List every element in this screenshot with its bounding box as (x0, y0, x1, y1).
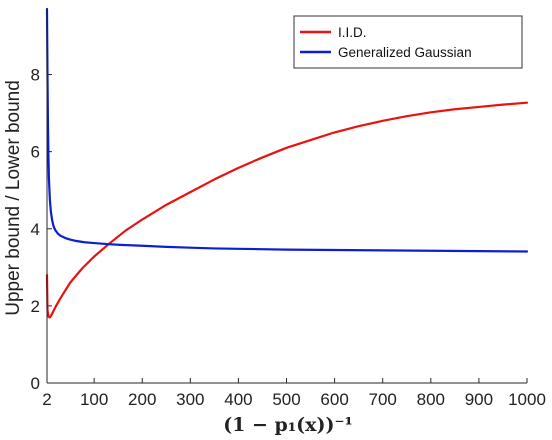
x-tick-label: 800 (417, 390, 445, 409)
y-tick-label: 2 (31, 297, 40, 316)
x-axis-label: (1 − p₁(x))⁻¹ (223, 414, 353, 436)
x-tick-label: 500 (272, 390, 300, 409)
x-tick-label: 2 (42, 390, 51, 409)
legend-box (293, 15, 523, 69)
x-tick-label: 400 (224, 390, 252, 409)
x-tick-label: 100 (80, 390, 108, 409)
series-line-i-i-d (45, 101, 529, 319)
series-layer (45, 7, 529, 319)
legend: I.I.D. Generalized Gaussian (293, 15, 523, 69)
x-tick-label: 900 (465, 390, 493, 409)
x-tick-label: 200 (128, 390, 156, 409)
legend-label-generalized-gaussian: Generalized Gaussian (338, 45, 472, 60)
axes-layer (46, 9, 528, 384)
y-tick-label: 4 (31, 220, 40, 239)
y-tick-label: 0 (31, 374, 40, 393)
x-tick-label: 700 (369, 390, 397, 409)
y-tick-label: 6 (31, 143, 40, 162)
y-axis-label: Upper bound / Lower bound (3, 80, 24, 316)
series-line-generalized-gaussian (45, 7, 529, 253)
x-tick-label: 300 (176, 390, 204, 409)
legend-label-iid: I.I.D. (338, 25, 367, 40)
y-tick-label: 8 (31, 66, 40, 85)
x-tick-label: 1000 (508, 390, 546, 409)
x-tick-label: 600 (320, 390, 348, 409)
